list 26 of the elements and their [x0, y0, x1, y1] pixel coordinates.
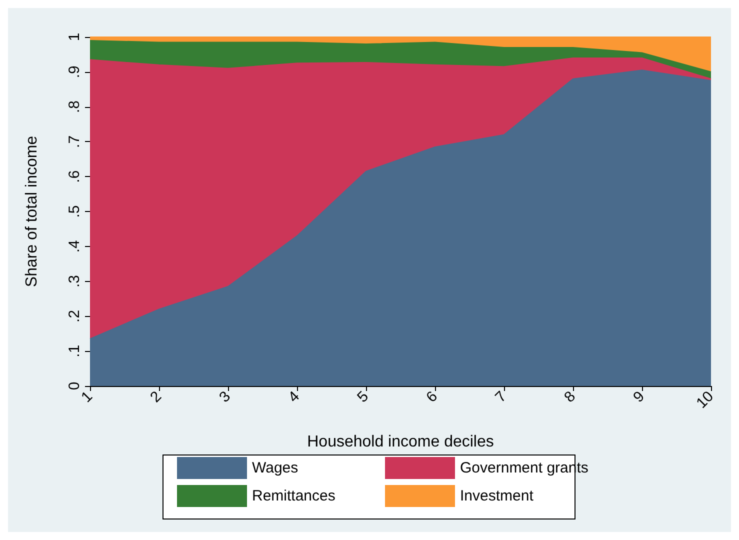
y-tick-label: .3 [66, 275, 83, 288]
x-tick-label: 3 [216, 388, 234, 406]
x-tick-label: 5 [354, 388, 372, 406]
legend-label: Investment [460, 488, 534, 504]
y-tick-label: .2 [66, 310, 83, 322]
y-tick-label: .7 [66, 135, 83, 148]
x-tick-label: 10 [693, 388, 718, 412]
y-tick-label: .9 [66, 66, 83, 78]
y-tick-label: .5 [66, 205, 83, 218]
legend-label: Remittances [252, 488, 336, 504]
y-tick-label: .8 [66, 100, 83, 114]
y-axis-title: Share of total income [24, 136, 40, 288]
x-tick-label: 9 [630, 388, 648, 406]
x-axis-title: Household income deciles [307, 434, 494, 450]
x-tick-label: 6 [423, 388, 442, 406]
x-tick-label: 1 [78, 388, 96, 406]
y-tick-label: 1 [66, 32, 83, 42]
x-tick-label: 2 [147, 388, 166, 406]
y-tick-label: .6 [66, 170, 83, 183]
y-tick-label: .4 [66, 240, 83, 253]
y-tick-label: .1 [66, 344, 83, 358]
x-tick-label: 4 [285, 388, 304, 406]
legend-label: Wages [252, 460, 298, 476]
x-tick-label: 8 [561, 388, 580, 406]
x-tick-label: 7 [492, 388, 510, 406]
y-tick-label: 0 [66, 382, 83, 390]
